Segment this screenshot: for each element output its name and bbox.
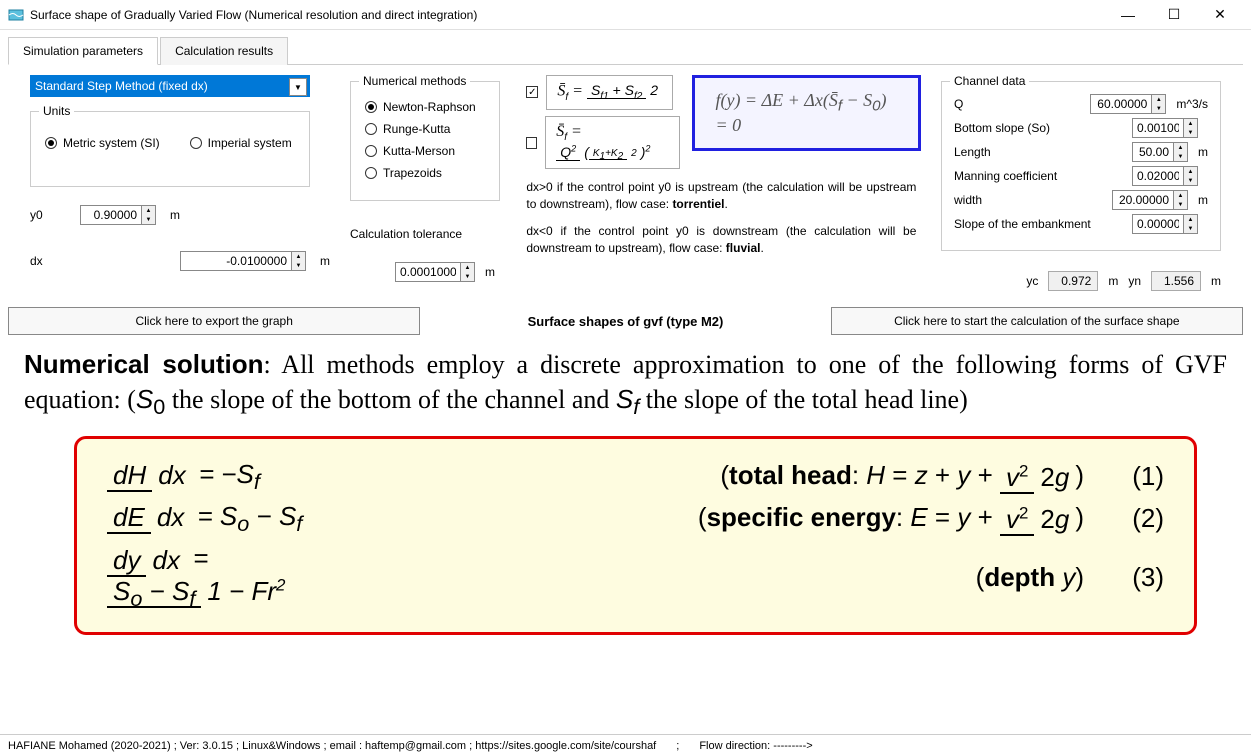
dx-spinner[interactable]: ▲▼	[180, 251, 306, 271]
eq2-checkbox[interactable]	[526, 137, 537, 149]
length-spinner[interactable]: ▲▼	[1132, 142, 1188, 162]
dx-down[interactable]: ▼	[292, 261, 305, 270]
y0-spinner[interactable]: ▲▼	[80, 205, 156, 225]
numerical-legend: Numerical methods	[359, 74, 470, 88]
radio-metric-indicator	[45, 137, 57, 149]
radio-metric[interactable]: Metric system (SI)	[45, 136, 160, 150]
window-title: Surface shape of Gradually Varied Flow (…	[30, 8, 1105, 22]
width-spinner[interactable]: ▲▼	[1112, 190, 1188, 210]
eq2-box: S̄f = Q2(K1+K22)2	[545, 116, 680, 170]
radio-kutta[interactable]: Kutta-Merson	[365, 144, 485, 158]
maximize-button[interactable]: ☐	[1151, 0, 1197, 30]
radio-runge[interactable]: Runge-Kutta	[365, 122, 485, 136]
y0-input[interactable]	[81, 206, 141, 224]
radio-imperial[interactable]: Imperial system	[190, 136, 292, 150]
content-text: Numerical solution: All methods employ a…	[24, 347, 1227, 422]
status-sep: ;	[676, 740, 679, 752]
channel-legend: Channel data	[950, 74, 1029, 88]
calc-tol-unit: m	[485, 265, 495, 279]
yc-label: yc	[1026, 274, 1038, 288]
so-label: Bottom slope (So)	[954, 121, 1126, 135]
dx-label: dx	[30, 254, 67, 268]
calc-tol-label: Calculation tolerance	[350, 227, 462, 241]
tab-bar: Simulation parameters Calculation result…	[0, 30, 1251, 64]
radio-newton[interactable]: Newton-Raphson	[365, 100, 485, 114]
y0-up[interactable]: ▲	[142, 206, 155, 215]
y0-unit: m	[170, 208, 180, 222]
eq1-checkbox[interactable]	[526, 86, 538, 98]
mid-title: Surface shapes of gvf (type M2)	[426, 314, 824, 329]
channel-data-fieldset: Channel data Q▲▼m^3/s Bottom slope (So)▲…	[941, 81, 1221, 251]
numerical-methods-fieldset: Numerical methods Newton-Raphson Runge-K…	[350, 81, 500, 201]
dx-up[interactable]: ▲	[292, 252, 305, 261]
q-spinner[interactable]: ▲▼	[1090, 94, 1166, 114]
yn-value: 1.556	[1151, 271, 1201, 291]
export-graph-button[interactable]: Click here to export the graph	[8, 307, 420, 335]
info-upstream: dx>0 if the control point y0 is upstream…	[526, 179, 916, 213]
y0-down[interactable]: ▼	[142, 215, 155, 224]
minimize-button[interactable]: —	[1105, 0, 1151, 30]
embank-label: Slope of the embankment	[954, 217, 1126, 231]
radio-trapezoids[interactable]: Trapezoids	[365, 166, 485, 180]
length-label: Length	[954, 145, 1126, 159]
so-spinner[interactable]: ▲▼	[1132, 118, 1198, 138]
yn-label: yn	[1128, 274, 1141, 288]
radio-imperial-indicator	[190, 137, 202, 149]
units-fieldset: Units Metric system (SI) Imperial system	[30, 111, 310, 187]
yc-value: 0.972	[1048, 271, 1098, 291]
width-label: width	[954, 193, 1106, 207]
start-calculation-button[interactable]: Click here to start the calculation of t…	[831, 307, 1243, 335]
status-bar: HAFIANE Mohamed (2020-2021) ; Ver: 3.0.1…	[0, 734, 1251, 756]
calc-tol-spinner[interactable]: ▲▼	[395, 262, 475, 282]
embank-spinner[interactable]: ▲▼	[1132, 214, 1198, 234]
dx-input[interactable]	[181, 252, 291, 270]
yc-unit: m	[1108, 274, 1118, 288]
units-legend: Units	[39, 104, 74, 118]
manning-spinner[interactable]: ▲▼	[1132, 166, 1198, 186]
eq1-box: S̄f = Sf1 + Sf22	[546, 75, 673, 110]
close-button[interactable]: ✕	[1197, 0, 1243, 30]
equations-box: dHdx = −Sf(total head: H = z + y + v22g)…	[74, 436, 1197, 636]
titlebar: Surface shape of Gradually Varied Flow (…	[0, 0, 1251, 30]
main-equation-box: f(y) = ΔE + Δx(S̄f − S0) = 0	[692, 75, 921, 151]
q-label: Q	[954, 97, 1084, 111]
tab-calculation-results[interactable]: Calculation results	[160, 37, 288, 65]
status-left: HAFIANE Mohamed (2020-2021) ; Ver: 3.0.1…	[8, 740, 656, 752]
manning-label: Manning coefficient	[954, 169, 1126, 183]
info-downstream: dx<0 if the control point y0 is downstre…	[526, 223, 916, 257]
tab-simulation-parameters[interactable]: Simulation parameters	[8, 37, 158, 65]
y0-label: y0	[30, 208, 70, 222]
yn-unit: m	[1211, 274, 1221, 288]
dx-unit: m	[320, 254, 330, 268]
status-flow: Flow direction: --------->	[699, 740, 812, 752]
method-dropdown[interactable]: Standard Step Method (fixed dx)	[30, 75, 310, 97]
app-icon	[8, 7, 24, 23]
calc-tol-input[interactable]	[396, 263, 460, 281]
